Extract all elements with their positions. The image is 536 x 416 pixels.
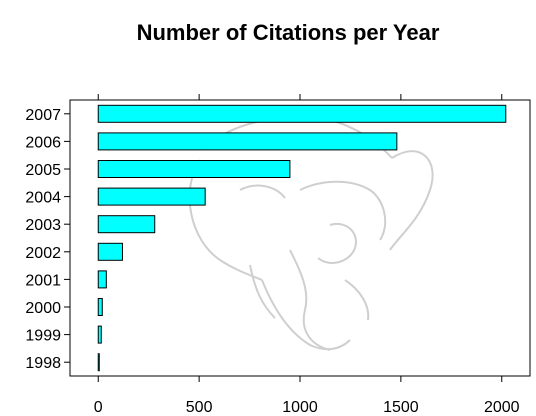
y-tick-label: 2001 xyxy=(25,272,61,289)
bar-1998 xyxy=(97,353,100,372)
x-tick-label: 1500 xyxy=(383,399,419,416)
chart-title: Number of Citations per Year xyxy=(137,20,440,45)
y-tick-label: 2007 xyxy=(25,107,61,124)
y-tick-label: 1998 xyxy=(25,355,61,372)
x-tick-label: 500 xyxy=(186,399,213,416)
x-tick-label: 0 xyxy=(94,399,103,416)
gnu-watermark-icon xyxy=(188,115,434,351)
x-tick-label: 1000 xyxy=(282,399,318,416)
bar-2002 xyxy=(97,242,123,261)
x-tick-label: 2000 xyxy=(484,399,520,416)
bar-2005 xyxy=(97,160,291,178)
y-tick-label: 2006 xyxy=(25,134,61,151)
y-tick-label: 2004 xyxy=(25,190,61,207)
bar-2004 xyxy=(97,187,206,206)
bar-2007 xyxy=(97,104,507,123)
y-tick-label: 2000 xyxy=(25,300,61,317)
bar-2003 xyxy=(97,215,156,234)
y-tick-label: 2003 xyxy=(25,217,61,234)
y-tick-label: 2002 xyxy=(25,245,61,262)
bar-2006 xyxy=(97,132,398,151)
bar-2000 xyxy=(97,298,103,316)
y-tick-label: 1999 xyxy=(25,328,61,345)
bar-2001 xyxy=(97,270,107,289)
plot-area: 1998 1999 2000 2001 2002 2003 2004 2005 2006 2007… xyxy=(25,94,531,416)
bar-1999 xyxy=(97,325,102,344)
y-tick-label: 2005 xyxy=(25,162,61,179)
